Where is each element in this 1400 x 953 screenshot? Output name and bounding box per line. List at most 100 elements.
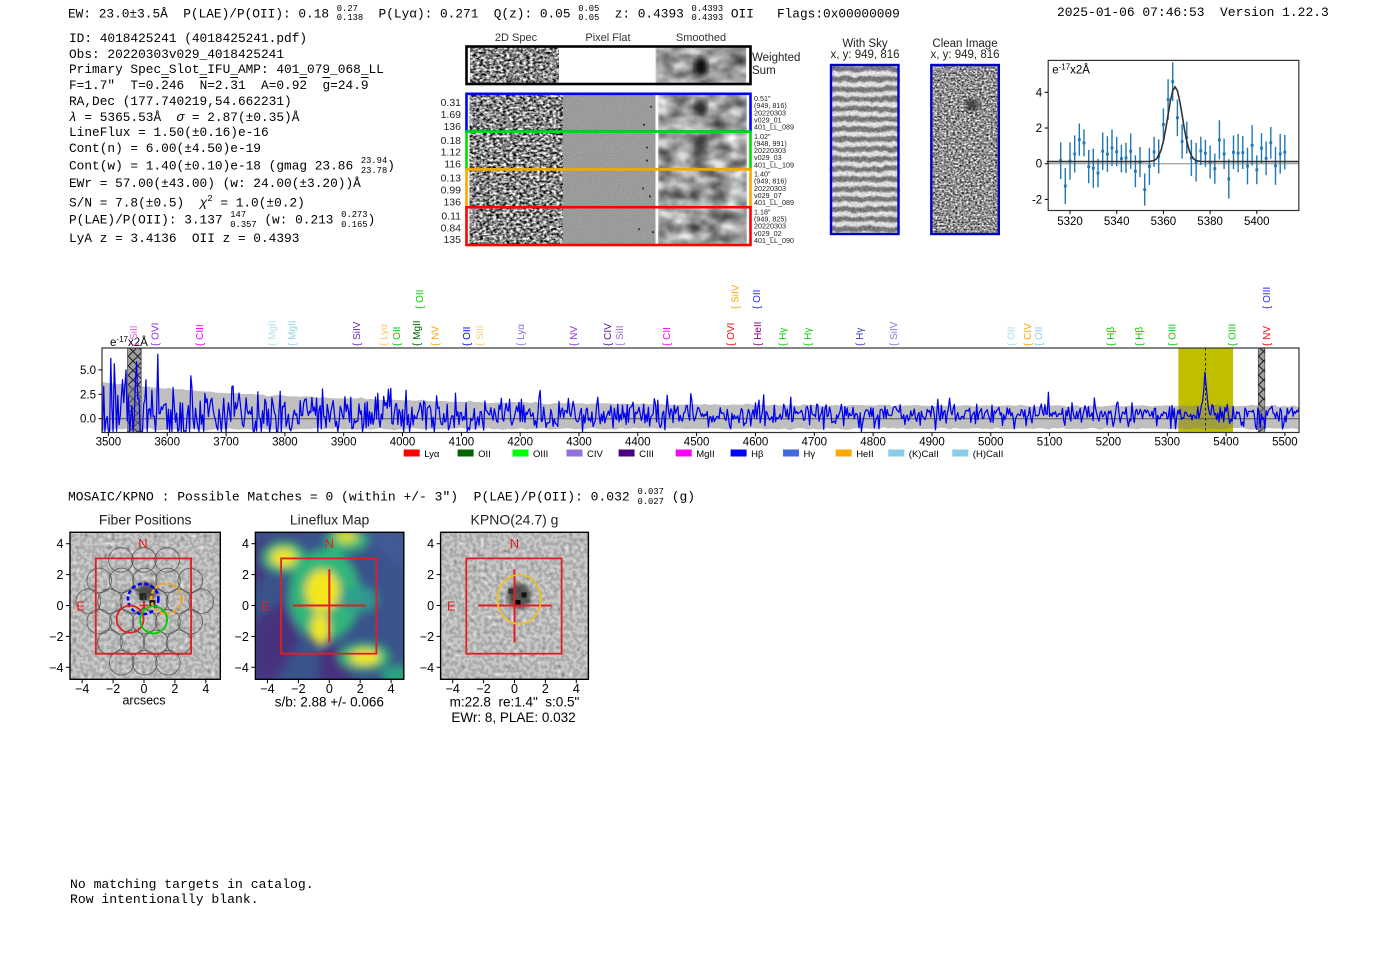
svg-text:v029_01: v029_01 xyxy=(754,116,782,125)
svg-text:1.12: 1.12 xyxy=(441,147,462,159)
svg-text:OIII: OIII xyxy=(533,449,548,460)
svg-text:5400: 5400 xyxy=(1244,216,1270,228)
svg-text:0.18: 0.18 xyxy=(441,135,462,147)
svg-text:4900: 4900 xyxy=(919,437,945,449)
svg-text:(K)CaII: (K)CaII xyxy=(909,449,939,460)
svg-text:MgII: MgII xyxy=(696,449,714,460)
svg-text:E: E xyxy=(447,599,456,614)
svg-text:x, y: 949, 816: x, y: 949, 816 xyxy=(830,49,899,61)
svg-text:4300: 4300 xyxy=(566,437,592,449)
svg-text:E: E xyxy=(262,599,271,614)
svg-text:4700: 4700 xyxy=(802,437,828,449)
svg-text:N: N xyxy=(325,536,334,551)
svg-text:5360: 5360 xyxy=(1151,216,1177,228)
svg-text:4400: 4400 xyxy=(625,437,651,449)
svg-text:Sum: Sum xyxy=(752,65,776,77)
svg-text:4800: 4800 xyxy=(860,437,886,449)
svg-text:401_LL_089: 401_LL_089 xyxy=(754,198,794,207)
svg-text:−2: −2 xyxy=(291,682,305,696)
svg-text:5300: 5300 xyxy=(1155,437,1181,449)
svg-text:3600: 3600 xyxy=(154,437,180,449)
svg-text:Lyα: Lyα xyxy=(424,449,440,460)
svg-text:x, y: 949, 816: x, y: 949, 816 xyxy=(930,49,999,61)
svg-text:4600: 4600 xyxy=(743,437,769,449)
svg-text:{ OIII: { OIII xyxy=(1227,324,1238,346)
svg-text:2: 2 xyxy=(171,682,178,696)
svg-text:2: 2 xyxy=(57,568,64,582)
svg-text:135: 135 xyxy=(443,234,461,246)
svg-text:{ Hγ: { Hγ xyxy=(803,328,814,346)
svg-text:Clean Image: Clean Image xyxy=(932,38,997,50)
svg-text:OII: OII xyxy=(478,449,491,460)
svg-text:0: 0 xyxy=(511,682,518,696)
svg-text:401_LL_109: 401_LL_109 xyxy=(754,160,794,169)
svg-text:{ OII: { OII xyxy=(1007,327,1018,346)
svg-text:20220303: 20220303 xyxy=(754,108,786,117)
svg-text:N: N xyxy=(510,536,519,551)
svg-text:{ Hβ: { Hβ xyxy=(1135,327,1146,346)
svg-text:5500: 5500 xyxy=(1272,437,1298,449)
svg-text:116: 116 xyxy=(444,159,461,171)
svg-text:{ CII: { CII xyxy=(662,327,673,346)
svg-text:5100: 5100 xyxy=(1037,437,1063,449)
svg-text:(949, 816): (949, 816) xyxy=(754,101,787,110)
svg-text:e-17x2Å: e-17x2Å xyxy=(1052,62,1090,76)
svg-text:4: 4 xyxy=(242,537,249,551)
svg-text:4500: 4500 xyxy=(684,437,710,449)
svg-text:{ HeII: { HeII xyxy=(753,322,764,346)
svg-text:With Sky: With Sky xyxy=(842,38,888,50)
svg-text:0: 0 xyxy=(427,599,434,613)
svg-text:{ NV: { NV xyxy=(1262,326,1273,346)
svg-text:{ SiII: { SiII xyxy=(475,325,486,346)
svg-text:0.13: 0.13 xyxy=(441,173,462,185)
svg-text:Smoothed: Smoothed xyxy=(676,32,726,44)
svg-text:4: 4 xyxy=(202,682,209,696)
svg-text:−4: −4 xyxy=(260,682,274,696)
svg-text:3500: 3500 xyxy=(96,437,122,449)
svg-text:0: 0 xyxy=(1036,159,1042,171)
svg-text:{ OII: { OII xyxy=(415,290,426,309)
svg-text:{ OII: { OII xyxy=(1034,327,1045,346)
svg-text:(949, 816): (949, 816) xyxy=(754,177,787,186)
svg-text:1.40": 1.40" xyxy=(754,170,771,179)
svg-text:−2: −2 xyxy=(106,682,120,696)
svg-text:2: 2 xyxy=(542,682,549,696)
svg-text:20220303: 20220303 xyxy=(754,184,786,193)
svg-text:0.11: 0.11 xyxy=(441,210,461,222)
svg-text:−4: −4 xyxy=(75,682,89,696)
svg-text:N: N xyxy=(138,536,147,551)
svg-text:{ Lyα: { Lyα xyxy=(379,324,390,346)
svg-text:{ OII: { OII xyxy=(392,327,403,346)
svg-text:−2: −2 xyxy=(420,630,434,644)
svg-text:{ SiII: { SiII xyxy=(615,325,626,346)
svg-text:3700: 3700 xyxy=(213,437,239,449)
svg-text:{ CIV: { CIV xyxy=(603,323,614,346)
svg-text:5200: 5200 xyxy=(1096,437,1122,449)
svg-text:v029_02: v029_02 xyxy=(754,229,782,238)
svg-text:{ OVI: { OVI xyxy=(151,323,162,346)
svg-text:{ NV: { NV xyxy=(569,326,580,346)
svg-text:{ CIV: { CIV xyxy=(1023,323,1034,346)
svg-text:0.51": 0.51" xyxy=(754,94,771,103)
svg-text:4200: 4200 xyxy=(507,437,533,449)
svg-text:5380: 5380 xyxy=(1197,216,1223,228)
svg-text:1.18": 1.18" xyxy=(754,207,771,216)
svg-text:v029_03: v029_03 xyxy=(754,153,782,162)
svg-text:{ OIII: { OIII xyxy=(1168,324,1179,346)
svg-text:5000: 5000 xyxy=(978,437,1004,449)
svg-text:Hβ: Hβ xyxy=(751,449,764,460)
svg-text:{ OII: { OII xyxy=(462,327,473,346)
svg-text:E: E xyxy=(76,599,85,614)
svg-text:5.0: 5.0 xyxy=(80,365,96,377)
svg-text:2D Spec: 2D Spec xyxy=(495,32,538,44)
svg-text:{ OVI: { OVI xyxy=(726,323,737,346)
svg-text:HeII: HeII xyxy=(856,449,873,460)
svg-text:2: 2 xyxy=(1036,123,1042,135)
svg-text:0: 0 xyxy=(57,599,64,613)
svg-text:2: 2 xyxy=(242,568,249,582)
svg-text:-2: -2 xyxy=(1032,194,1042,206)
svg-text:{ Lyα: { Lyα xyxy=(516,324,527,346)
svg-text:401_LL_090: 401_LL_090 xyxy=(754,236,794,245)
svg-text:−4: −4 xyxy=(49,661,63,675)
svg-text:{ OII: { OII xyxy=(752,290,763,309)
